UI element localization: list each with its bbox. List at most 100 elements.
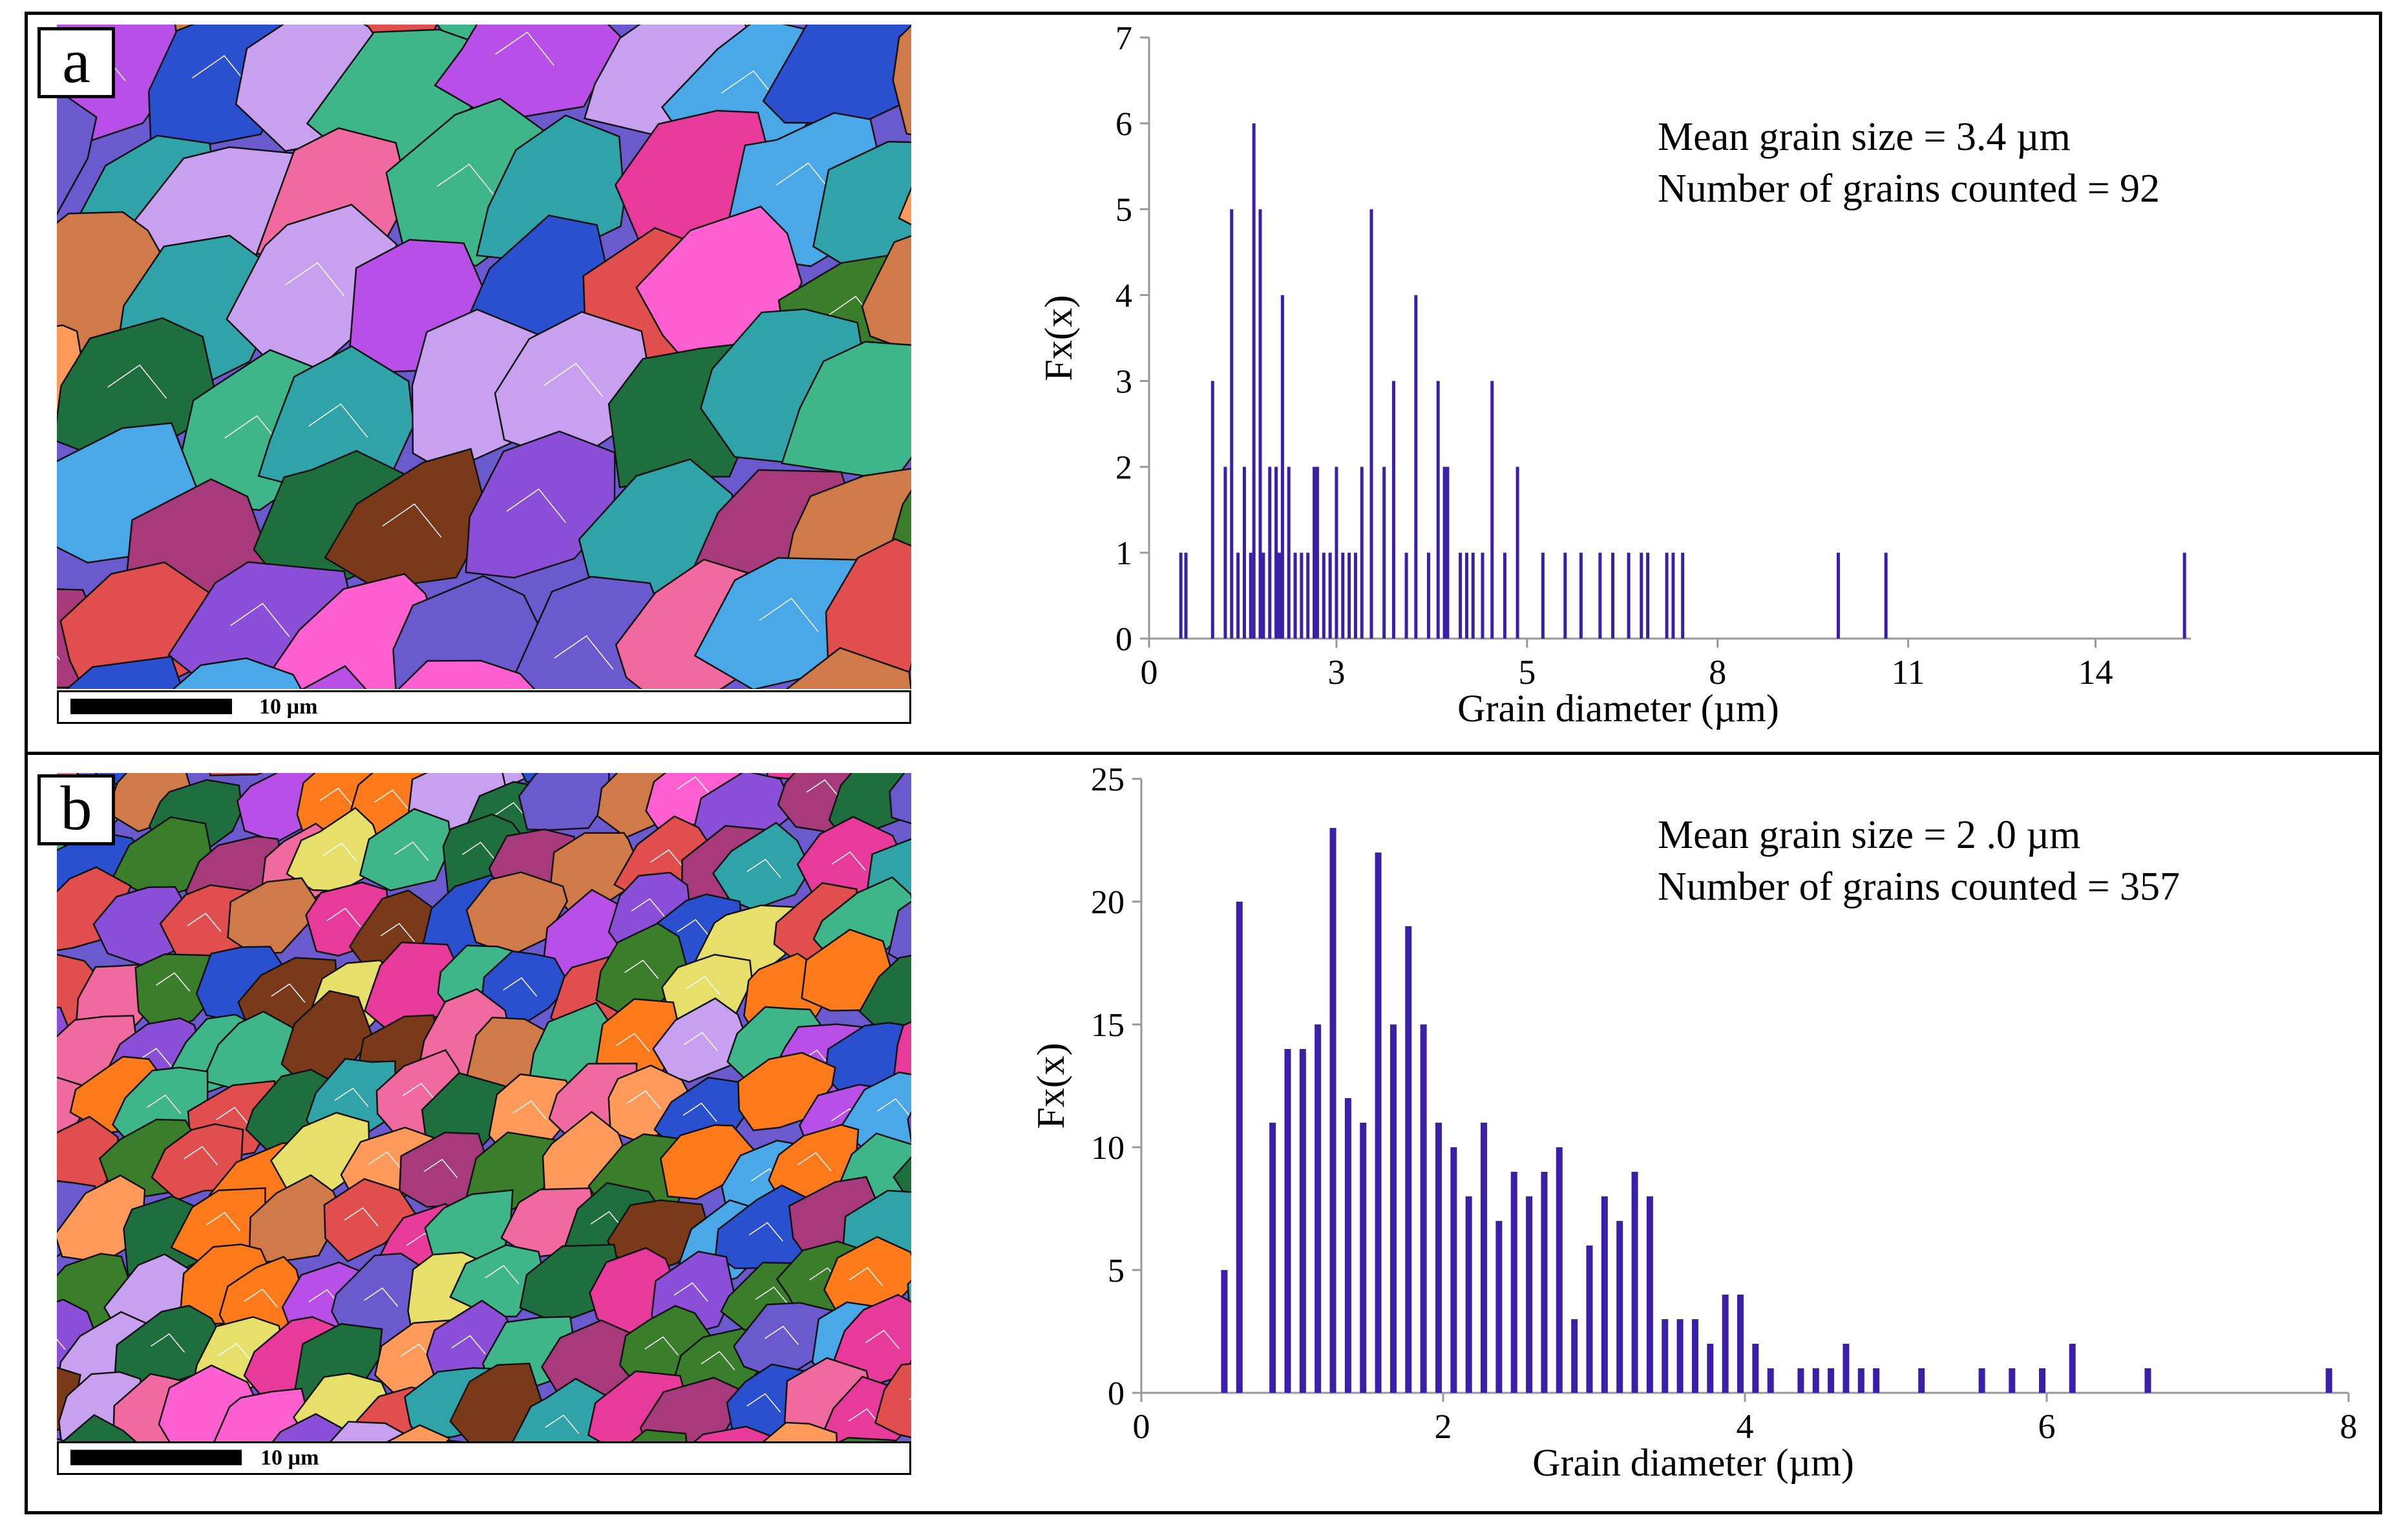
- grain: [733, 1302, 834, 1381]
- grain: [465, 430, 616, 579]
- subgrain-boundary: [677, 918, 712, 938]
- y-tick-label: 0: [1108, 1375, 1125, 1412]
- mean-grain-size-annotation: Mean grain size = 3.4 µm: [1658, 115, 2071, 159]
- grain-count-annotation: Number of grains counted = 357: [1658, 865, 2180, 909]
- subgrain-boundary: [765, 1326, 799, 1345]
- subgrain-boundary: [682, 1102, 717, 1122]
- histogram-bar: [1662, 1319, 1669, 1393]
- histogram-bar: [1284, 1049, 1291, 1393]
- grain: [57, 1414, 142, 1445]
- histogram-bar: [1464, 553, 1468, 639]
- histogram-bar: [1526, 1196, 1533, 1393]
- histogram-bar: [1601, 1196, 1608, 1393]
- histogram-bar: [1563, 553, 1567, 639]
- histogram-bar: [1722, 1295, 1729, 1393]
- subgrain-boundary: [403, 1083, 438, 1103]
- histogram-bar: [1382, 467, 1386, 639]
- subgrain-boundary: [677, 776, 712, 796]
- subgrain-boundary: [512, 1100, 547, 1120]
- histogram-bar: [2069, 1344, 2076, 1393]
- subgrain-boundary: [244, 1288, 279, 1308]
- histogram-bar: [1313, 467, 1316, 639]
- subgrain-boundary: [755, 1286, 790, 1306]
- subgrain-boundary: [554, 635, 614, 670]
- histogram-bar: [1236, 553, 1240, 639]
- histogram-bar: [1230, 209, 1234, 639]
- histogram-bar: [1335, 467, 1338, 639]
- histogram-bar: [1344, 1098, 1351, 1393]
- grain: [324, 448, 490, 589]
- x-tick-label: 0: [1133, 1407, 1150, 1446]
- histogram-bar: [1857, 1368, 1864, 1393]
- histogram-bar: [1465, 1196, 1472, 1393]
- subgrain-boundary: [216, 1107, 251, 1127]
- scale-bar-label-a: 10 µm: [259, 695, 318, 719]
- histogram-bar: [1184, 553, 1188, 639]
- subgrain-boundary: [364, 1287, 398, 1307]
- subgrain-boundary: [334, 1087, 369, 1107]
- subgrain-boundary: [494, 31, 554, 66]
- y-axis-label: Fx(x): [1030, 1043, 1072, 1129]
- histogram-bar: [1640, 553, 1643, 639]
- subgrain-boundary: [218, 1342, 253, 1362]
- histogram-bar: [2144, 1368, 2151, 1393]
- subgrain-boundary: [319, 787, 354, 807]
- histogram-bar: [1300, 553, 1304, 639]
- y-tick-label: 6: [1115, 106, 1132, 143]
- subgrain-boundary: [545, 1414, 580, 1434]
- histogram-bar: [1360, 467, 1364, 639]
- histogram-bar: [1258, 209, 1262, 639]
- subgrain-boundary: [806, 779, 841, 799]
- subgrain-boundary: [57, 1339, 66, 1350]
- histogram-bar: [1671, 553, 1675, 639]
- histogram-bar: [2182, 553, 2186, 639]
- histogram-bar: [1828, 1368, 1835, 1393]
- subgrain-boundary: [650, 849, 685, 869]
- subgrain-boundary: [326, 907, 361, 927]
- histogram-bar: [2325, 1368, 2332, 1393]
- subgrain-boundary: [437, 164, 496, 198]
- grain: [209, 773, 264, 776]
- grain: [465, 871, 569, 957]
- subgrain-boundary: [485, 1265, 520, 1285]
- histogram-bar: [1236, 902, 1243, 1393]
- histogram-bar: [1242, 467, 1246, 639]
- histogram-bar: [1797, 1368, 1804, 1393]
- subgrain-boundary: [374, 789, 408, 809]
- histogram-bar: [1752, 1344, 1759, 1393]
- histogram-bar: [1471, 553, 1475, 639]
- histogram-bar: [1767, 1368, 1774, 1393]
- subgrain-boundary: [627, 1090, 662, 1110]
- histogram-bar: [1611, 553, 1615, 639]
- histogram-bar: [1631, 1172, 1638, 1393]
- grain: [652, 997, 752, 1083]
- histogram-bar: [1414, 295, 1418, 639]
- histogram-bar: [1306, 553, 1310, 639]
- grain: [874, 1362, 911, 1439]
- subgrain-boundary: [644, 1336, 679, 1356]
- subgrain-boundary: [461, 842, 496, 862]
- histogram-bar: [1490, 381, 1494, 639]
- grain: [887, 900, 911, 968]
- subgrain-boundary: [382, 503, 442, 538]
- subgrain-boundary: [107, 364, 167, 399]
- histogram-bar: [1280, 295, 1284, 639]
- histogram-bar: [1627, 553, 1631, 639]
- subgrain-boundary: [877, 1098, 911, 1118]
- histogram-bar: [1315, 467, 1319, 639]
- histogram-bar: [1179, 553, 1183, 639]
- grain: [549, 832, 640, 911]
- y-tick-label: 7: [1115, 20, 1132, 57]
- histogram-bar: [1369, 209, 1373, 639]
- subgrain-boundary: [308, 403, 368, 438]
- grain: [65, 655, 184, 689]
- subgrain-boundary: [624, 959, 659, 979]
- grain: [248, 1174, 344, 1264]
- grain: [712, 821, 812, 911]
- subgrain-boundary: [503, 977, 538, 997]
- subgrain-boundary: [394, 841, 429, 861]
- histogram-bar: [1405, 926, 1412, 1393]
- grain: [518, 773, 610, 831]
- grain: [898, 186, 911, 226]
- y-tick-label: 2: [1115, 449, 1132, 486]
